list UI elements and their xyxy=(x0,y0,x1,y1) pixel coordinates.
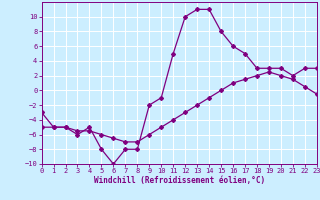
X-axis label: Windchill (Refroidissement éolien,°C): Windchill (Refroidissement éolien,°C) xyxy=(94,176,265,185)
